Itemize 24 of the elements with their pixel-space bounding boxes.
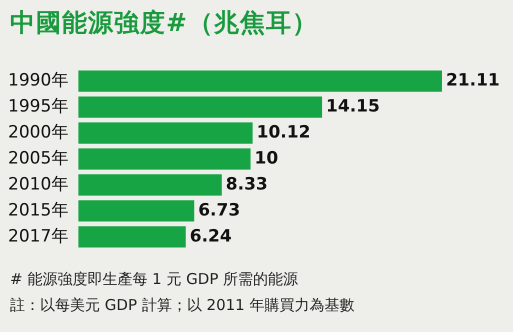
data-label: 10: [254, 148, 278, 168]
text: # 能源強度即生產每 1 元 GDP 所需的能源: [10, 269, 300, 290]
bar: [78, 174, 222, 196]
y-tick-label: 2010年: [8, 174, 68, 194]
y-tick-label: 2000年: [8, 122, 68, 142]
y-tick-label: 2017年: [8, 226, 68, 246]
data-label: 21.11: [446, 70, 500, 91]
y-tick-label: 1995年: [8, 96, 68, 117]
y-tick-label: 2005年: [8, 148, 68, 168]
bar: [78, 148, 251, 170]
bar: [78, 96, 322, 118]
data-label: 6.73: [198, 200, 240, 220]
data-label: 8.33: [226, 174, 268, 194]
bar: [78, 122, 253, 144]
bar: [78, 70, 442, 92]
data-label: 10.12: [256, 122, 310, 142]
bar: [78, 226, 186, 248]
data-label: 14.15: [326, 96, 380, 117]
bar: [78, 200, 194, 222]
data-label: 6.24: [190, 226, 232, 246]
chart-title: 中國能源強度#（兆焦耳）: [10, 7, 318, 39]
y-tick-label: 1990年: [8, 70, 68, 91]
text: 註：以每美元 GDP 計算；以 2011 年購買力為基數: [10, 295, 354, 316]
y-tick-label: 2015年: [8, 200, 68, 220]
